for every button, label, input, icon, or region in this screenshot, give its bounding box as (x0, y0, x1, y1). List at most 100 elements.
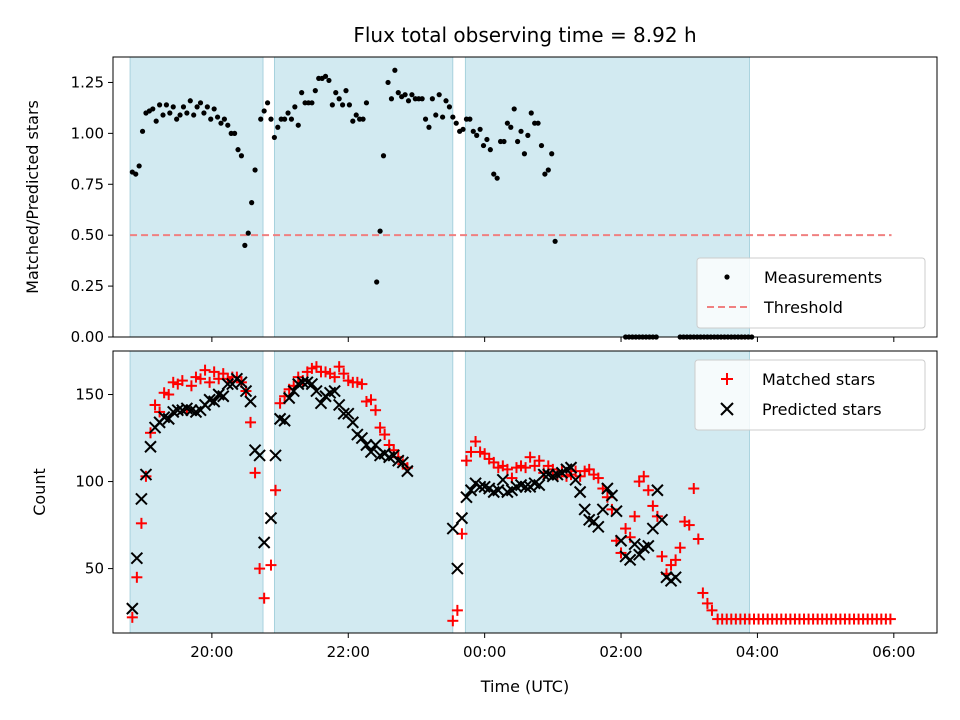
predicted-star-point (651, 484, 664, 497)
legend-matched-marker (721, 373, 733, 385)
matched-star-point (370, 404, 382, 416)
matched-star-point (533, 455, 545, 467)
predicted-star-point (455, 511, 469, 525)
measurement-point (156, 102, 163, 108)
top-legend: Measurements Threshold (696, 257, 926, 329)
measurement-point (174, 116, 180, 122)
measurement-point (419, 96, 425, 102)
top-window-2 (273, 56, 454, 338)
bottom-x-tick-label: 06:00 (872, 643, 915, 661)
measurement-point (194, 104, 200, 110)
matched-star-point (185, 380, 197, 392)
top-series (129, 67, 892, 340)
predicted-star-point (596, 503, 610, 516)
measurement-point (521, 151, 528, 157)
measurement-point (136, 163, 142, 169)
predicted-star-point (305, 377, 319, 391)
measurement-point (271, 134, 277, 141)
measurement-point (443, 98, 449, 104)
bottom-y-axis: 50 100 150 (75, 386, 113, 578)
predicted-star-point (623, 553, 637, 567)
predicted-star-point (401, 464, 414, 478)
matched-star-point (629, 510, 641, 522)
measurement-point (422, 116, 429, 122)
measurement-point (501, 138, 507, 145)
measurement-point (309, 100, 315, 106)
measurement-point (484, 136, 490, 143)
measurement-point (326, 77, 332, 84)
measurement-point (460, 126, 466, 132)
predicted-star-point (126, 602, 139, 615)
predicted-star-point (496, 473, 510, 487)
measurement-point (470, 128, 476, 134)
matched-star-point (249, 467, 261, 479)
measurement-point (214, 114, 221, 120)
matched-star-point (149, 399, 161, 411)
measurement-point (225, 122, 231, 128)
matched-star-point (688, 483, 700, 495)
top-window-1 (129, 56, 264, 338)
measurement-point (346, 102, 353, 108)
predicted-star-point (269, 449, 282, 462)
measurement-point (350, 118, 356, 124)
measurement-point (538, 142, 545, 149)
predicted-star-point (239, 384, 253, 398)
measurement-point (405, 98, 412, 104)
bottom-x-axis-label: Time (UTC) (480, 677, 569, 696)
top-x-ticks (211, 337, 895, 342)
measurement-point (409, 92, 415, 98)
measurement-point (218, 120, 224, 126)
measurement-point (360, 116, 366, 122)
measurement-point (153, 118, 159, 124)
measurement-point (285, 110, 291, 116)
measurement-point (204, 104, 210, 110)
top-y-axis: 0.00 0.25 0.50 0.75 1.00 1.25 (71, 73, 113, 346)
matched-star-point (379, 429, 391, 441)
matched-star-point (333, 361, 345, 373)
matched-star-point (204, 376, 216, 388)
matched-star-point (470, 436, 482, 448)
matched-star-point (524, 451, 536, 463)
matched-star-point (670, 554, 682, 566)
matched-star-point (365, 394, 377, 406)
predicted-star-point (460, 491, 473, 504)
bottom-x-tick-label: 04:00 (736, 643, 779, 661)
legend-matched-label: Matched stars (762, 370, 875, 389)
measurement-point (288, 116, 295, 122)
bottom-y-axis-label: Count (30, 468, 49, 516)
measurement-point (392, 67, 398, 73)
measurement-point (191, 112, 197, 118)
bottom-y-tick-label: 150 (75, 386, 104, 404)
legend-threshold-label: Threshold (763, 298, 843, 317)
top-y-tick-label: 1.25 (71, 73, 104, 91)
matched-star-point (647, 500, 659, 512)
matched-star-point (208, 366, 220, 378)
predicted-star-point (253, 449, 266, 462)
measurement-point (385, 79, 391, 86)
measurement-point (264, 100, 271, 106)
measurement-point (268, 116, 274, 122)
predicted-star-point (328, 384, 341, 398)
top-y-tick-label: 1.00 (71, 124, 104, 142)
measurement-point (312, 88, 318, 94)
bottom-x-tick-label: 22:00 (327, 643, 370, 661)
bottom-series (126, 361, 896, 627)
measurement-point (139, 128, 146, 134)
predicted-star-point (655, 513, 669, 527)
predicted-star-point (355, 431, 369, 445)
measurement-point (232, 130, 238, 136)
measurement-point (160, 112, 166, 118)
predicted-star-point (601, 482, 614, 495)
measurement-point (363, 100, 370, 106)
measurement-point (402, 92, 408, 98)
bottom-window-1 (129, 350, 264, 634)
predicted-star-point (244, 395, 257, 408)
bottom-x-tick-label: 20:00 (190, 643, 233, 661)
measurement-point (518, 128, 524, 134)
measurement-point (388, 96, 395, 102)
measurement-point (329, 102, 335, 108)
matched-star-point (706, 604, 718, 616)
predicted-star-point (282, 391, 296, 405)
measurement-point (258, 116, 264, 122)
legend-predicted-marker (720, 402, 734, 416)
